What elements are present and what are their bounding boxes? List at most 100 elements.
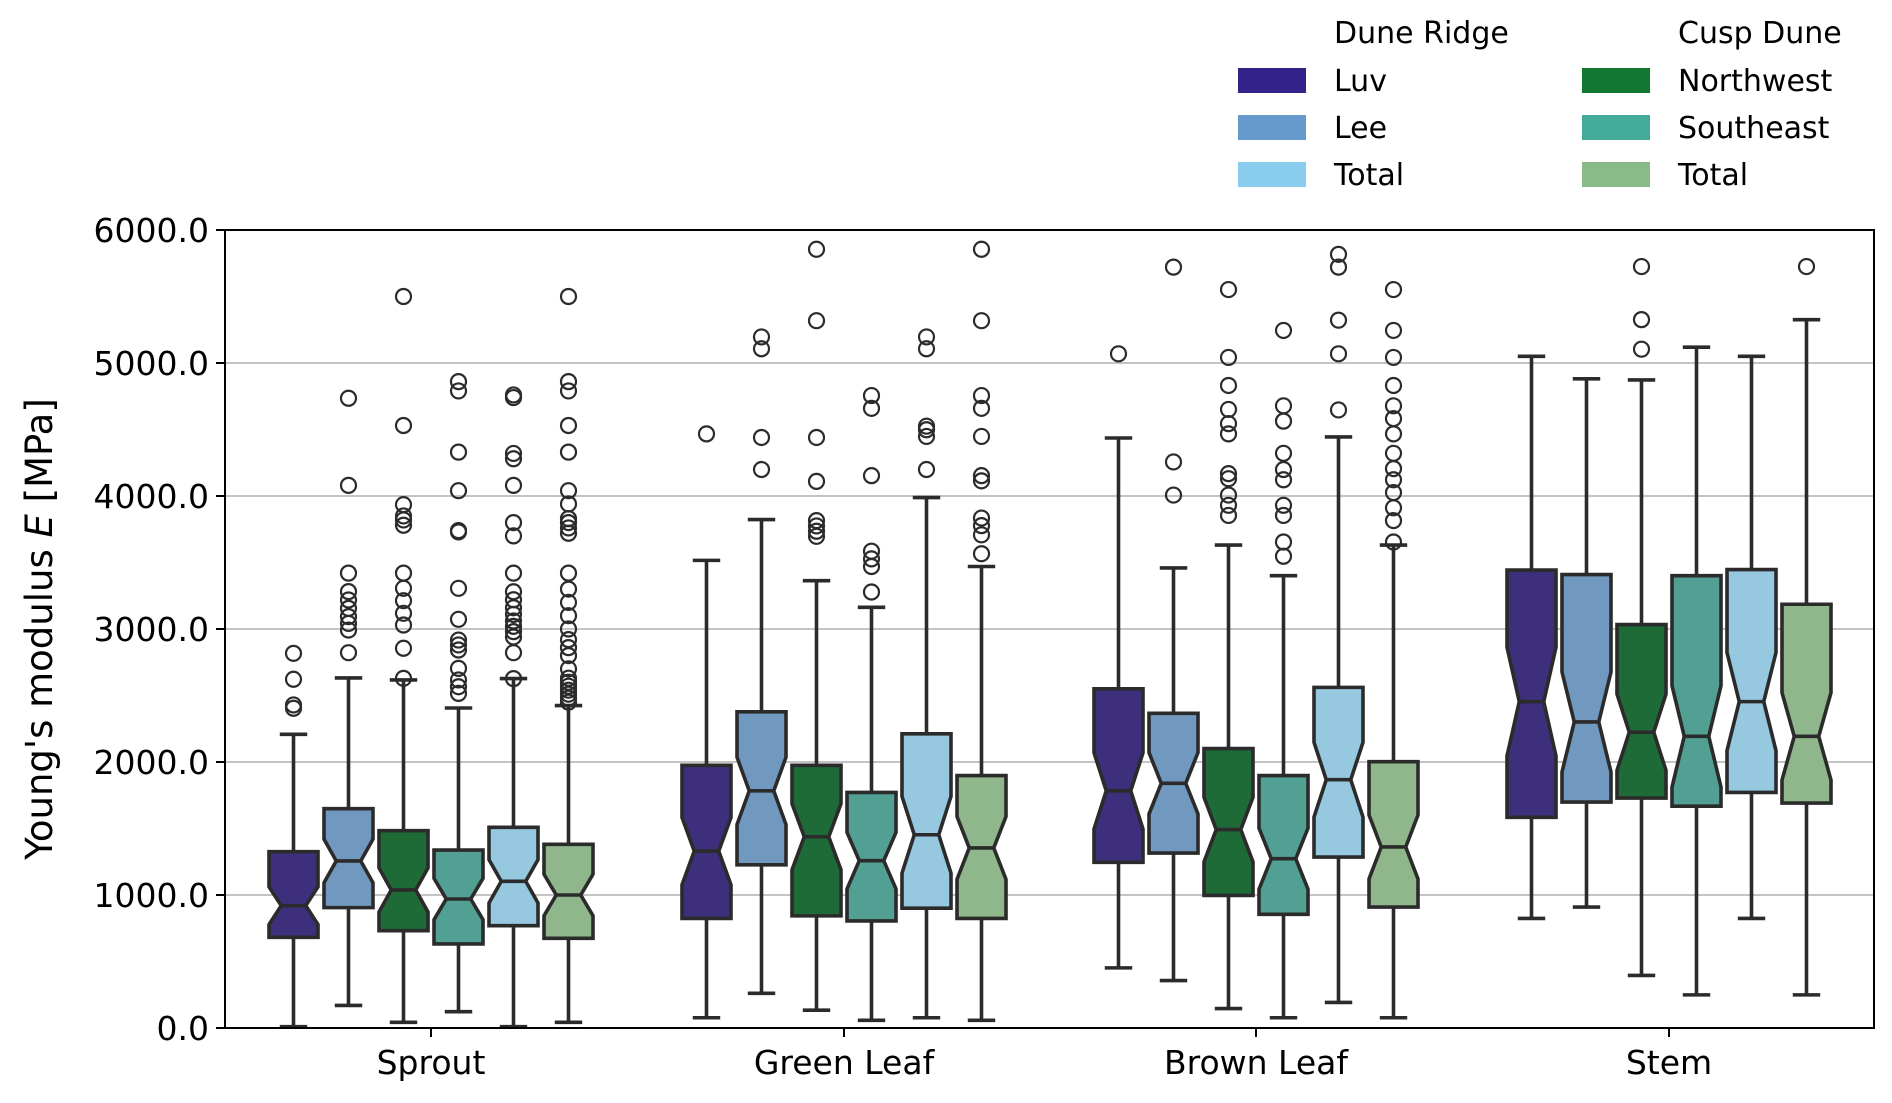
flier-point xyxy=(449,382,468,400)
flier-point xyxy=(1384,460,1403,478)
box-body xyxy=(680,763,733,921)
flier-point xyxy=(394,287,413,306)
flier-point xyxy=(1109,345,1128,363)
flier-point xyxy=(559,519,578,537)
flier-point xyxy=(1384,321,1403,340)
flier-point xyxy=(972,399,991,417)
y-tick-label: 0.0 xyxy=(157,1009,209,1048)
flier-point xyxy=(1329,345,1348,363)
box-body xyxy=(1092,687,1145,865)
flier-point xyxy=(1384,280,1403,299)
y-tick-label: 2000.0 xyxy=(94,743,209,782)
flier-point xyxy=(339,608,358,626)
flier-point xyxy=(504,564,523,582)
flier-point xyxy=(1384,483,1403,502)
flier-point xyxy=(504,444,523,463)
flier-point xyxy=(862,583,881,601)
flier-point xyxy=(1384,471,1403,489)
flier-point xyxy=(1164,453,1183,471)
flier-point xyxy=(339,621,358,639)
flier-point xyxy=(449,443,468,461)
flier-point xyxy=(1384,533,1403,551)
legend-label-lee: Lee xyxy=(1334,111,1387,146)
flier-point xyxy=(972,472,991,490)
box-dune-ridge-lee xyxy=(1147,566,1200,983)
flier-point xyxy=(394,604,413,622)
box-cusp-dune-southeast xyxy=(845,605,898,1023)
box-body xyxy=(1670,573,1723,808)
flier-point xyxy=(972,526,991,544)
flier-point xyxy=(559,416,578,435)
box-cusp-dune-southeast xyxy=(1257,573,1310,1020)
flier-point xyxy=(972,545,991,563)
box-dune-ridge-luv xyxy=(1505,354,1558,921)
flier-point xyxy=(1274,547,1293,565)
box-dune-ridge-luv xyxy=(267,732,320,1029)
flier-point xyxy=(917,340,936,358)
flier-point xyxy=(559,631,578,649)
flier-point xyxy=(1329,245,1348,263)
flier-point xyxy=(807,517,826,535)
legend-title-cusp-dune: Cusp Dune xyxy=(1678,16,1842,51)
box-cusp-dune-total xyxy=(1780,317,1833,997)
flier-point xyxy=(752,428,771,447)
box-dune-ridge-total xyxy=(1312,435,1365,1005)
flier-point xyxy=(972,386,991,405)
flier-point xyxy=(339,644,358,662)
box-body xyxy=(542,842,595,941)
flier-point xyxy=(917,460,936,479)
box-cusp-dune-northwest xyxy=(1615,378,1668,978)
flier-point xyxy=(284,644,303,662)
legend-label-northwest: Northwest xyxy=(1678,64,1833,99)
legend: Dune Ridge Cusp Dune Luv Lee Total Northwes… xyxy=(1238,16,1842,193)
flier-point xyxy=(559,382,578,400)
legend-label-luv: Luv xyxy=(1334,64,1387,99)
flier-point xyxy=(504,670,523,688)
flier-point xyxy=(1164,258,1183,276)
flier-point xyxy=(339,564,358,582)
flier-point xyxy=(1384,512,1403,530)
flier-point xyxy=(1219,425,1238,443)
flier-point xyxy=(449,482,468,500)
flier-point xyxy=(1384,444,1403,462)
flier-point xyxy=(1274,533,1293,551)
flier-point xyxy=(394,416,413,435)
box-body xyxy=(432,848,485,946)
flier-point xyxy=(807,428,826,447)
flier-point xyxy=(862,386,881,405)
flier-point xyxy=(559,593,578,612)
legend-swatch-luv xyxy=(1238,68,1306,93)
flier-point xyxy=(1164,486,1183,504)
legend-swatch-southeast xyxy=(1582,115,1650,140)
x-tick-label: Sprout xyxy=(377,1043,486,1082)
flier-point xyxy=(504,591,523,609)
box-cusp-dune-northwest xyxy=(377,678,430,1025)
flier-point xyxy=(394,669,413,687)
flier-point xyxy=(559,373,578,391)
legend-swatch-total xyxy=(1582,162,1650,187)
flier-point xyxy=(917,417,936,435)
legend-label-total: Total xyxy=(1677,158,1748,193)
box-body xyxy=(1615,622,1668,800)
box-body xyxy=(322,806,375,910)
flier-point xyxy=(504,513,523,532)
flier-point xyxy=(449,659,468,677)
box-dune-ridge-lee xyxy=(735,517,788,996)
flier-point xyxy=(807,472,826,490)
flier-point xyxy=(504,617,523,635)
flier-point xyxy=(1274,321,1293,340)
box-body xyxy=(1560,572,1613,804)
y-axis: 0.0 1000.0 2000.0 3000.0 4000.0 5000.0 6000.0 xyxy=(94,211,225,1048)
flier-point xyxy=(449,521,468,540)
flier-point xyxy=(1274,471,1293,489)
flier-point xyxy=(1797,257,1816,276)
flier-point xyxy=(1384,348,1403,367)
y-tick-label: 1000.0 xyxy=(94,876,209,915)
flier-point xyxy=(1274,460,1293,479)
legend-swatch-lee xyxy=(1238,115,1306,140)
x-axis: Sprout Green Leaf Brown Leaf Stem xyxy=(377,1028,1712,1082)
fliers xyxy=(284,240,1816,717)
y-axis-label: Young's modulus E [MPa] xyxy=(18,398,61,861)
flier-point xyxy=(917,427,936,446)
